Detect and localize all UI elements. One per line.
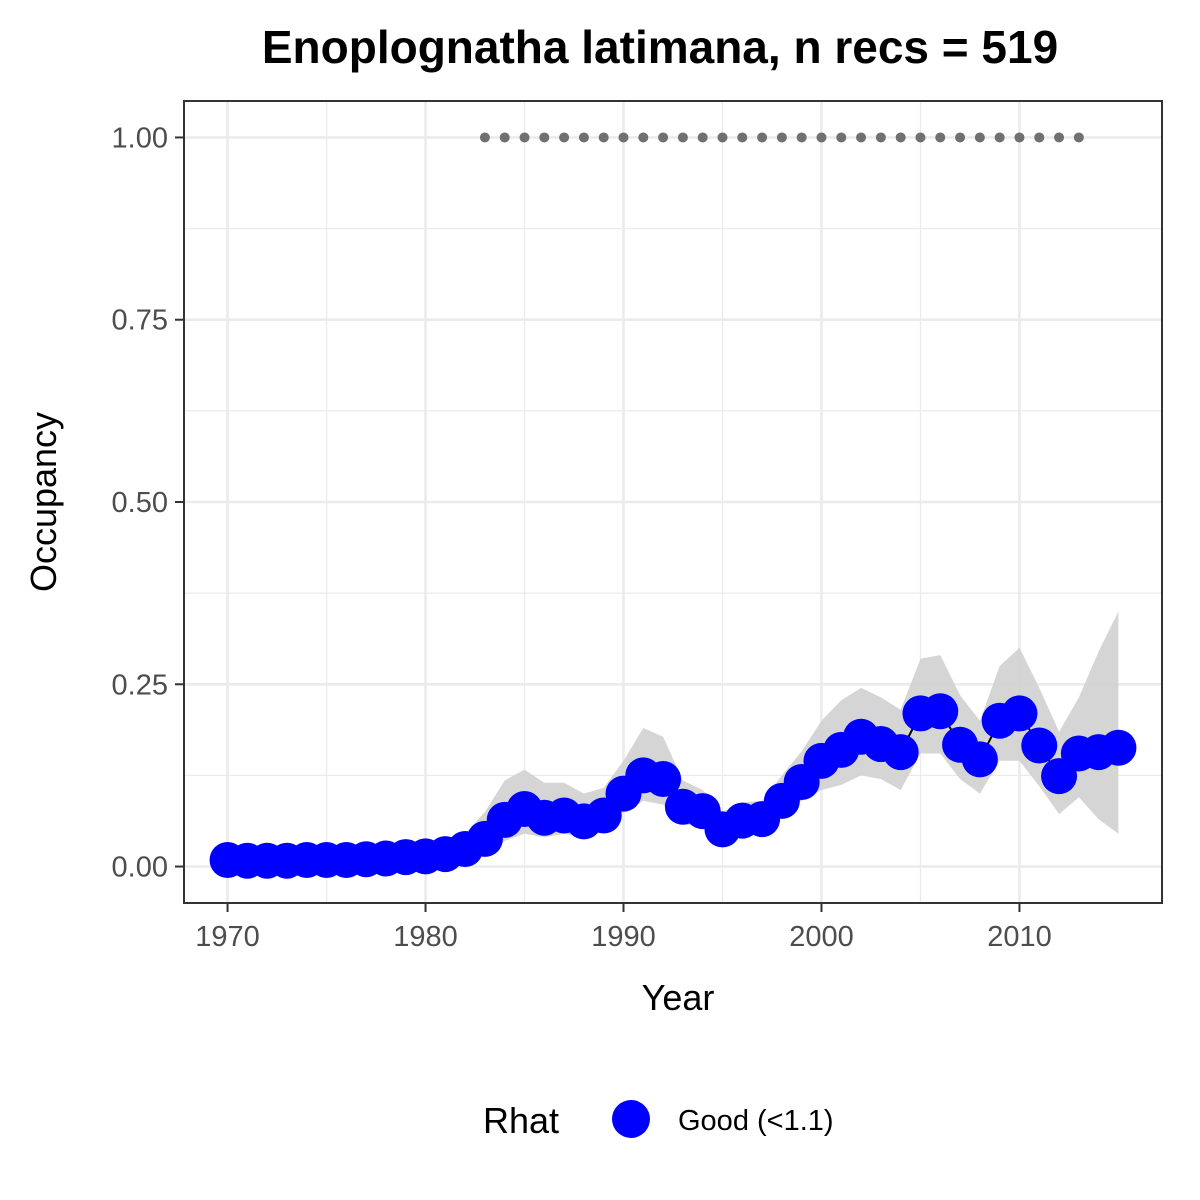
record-dot [737, 132, 748, 143]
y-axis: 0.00 0.25 0.50 0.75 1.00 [112, 122, 184, 884]
record-dot [895, 132, 906, 143]
data-point [1001, 695, 1038, 732]
record-dot [796, 132, 807, 143]
record-dot [1054, 132, 1065, 143]
x-tick-label: 1990 [591, 921, 656, 953]
record-dot [1014, 132, 1025, 143]
record-dot [499, 132, 510, 143]
record-dot [1034, 132, 1045, 143]
record-dot [559, 132, 570, 143]
record-dot [776, 132, 787, 143]
x-axis: 1970 1980 1990 2000 2010 [195, 903, 1052, 953]
legend-label-good: Good (<1.1) [678, 1105, 834, 1137]
data-point [961, 741, 998, 778]
data-point [645, 761, 682, 798]
record-dot [935, 132, 946, 143]
x-tick-label: 2000 [789, 921, 854, 953]
record-dot [757, 132, 768, 143]
record-dot [677, 132, 688, 143]
x-tick-label: 1980 [393, 921, 458, 953]
legend-key-good [612, 1100, 650, 1138]
legend-title: Rhat [483, 1100, 559, 1141]
record-dot [479, 132, 490, 143]
record-dot [915, 132, 926, 143]
data-point [922, 693, 959, 730]
record-dot [717, 132, 728, 143]
record-dot [974, 132, 985, 143]
grid-lines [184, 101, 1162, 903]
record-dot [994, 132, 1005, 143]
y-tick-label: 0.50 [112, 487, 168, 519]
record-markers [479, 132, 1084, 143]
x-tick-label: 1970 [195, 921, 260, 953]
record-dot [598, 132, 609, 143]
record-dot [836, 132, 847, 143]
y-axis-title: Occupancy [23, 412, 64, 592]
record-dot [1073, 132, 1084, 143]
record-dot [955, 132, 966, 143]
data-point [882, 734, 919, 771]
data-point [1021, 727, 1058, 764]
record-dot [539, 132, 550, 143]
y-tick-label: 1.00 [112, 122, 168, 154]
record-dot [638, 132, 649, 143]
y-tick-label: 0.25 [112, 669, 168, 701]
legend: Rhat Good (<1.1) [483, 1100, 834, 1141]
record-dot [697, 132, 708, 143]
data-point [1100, 729, 1137, 766]
record-dot [816, 132, 827, 143]
record-dot [578, 132, 589, 143]
x-tick-label: 2010 [987, 921, 1052, 953]
y-tick-label: 0.00 [112, 852, 168, 884]
occupancy-points [209, 693, 1137, 879]
record-dot [856, 132, 867, 143]
record-dot [658, 132, 669, 143]
x-axis-title: Year [642, 977, 715, 1018]
record-dot [519, 132, 530, 143]
record-dot [618, 132, 629, 143]
record-dot [875, 132, 886, 143]
y-tick-label: 0.75 [112, 305, 168, 337]
chart-title: Enoplognatha latimana, n recs = 519 [262, 21, 1058, 73]
